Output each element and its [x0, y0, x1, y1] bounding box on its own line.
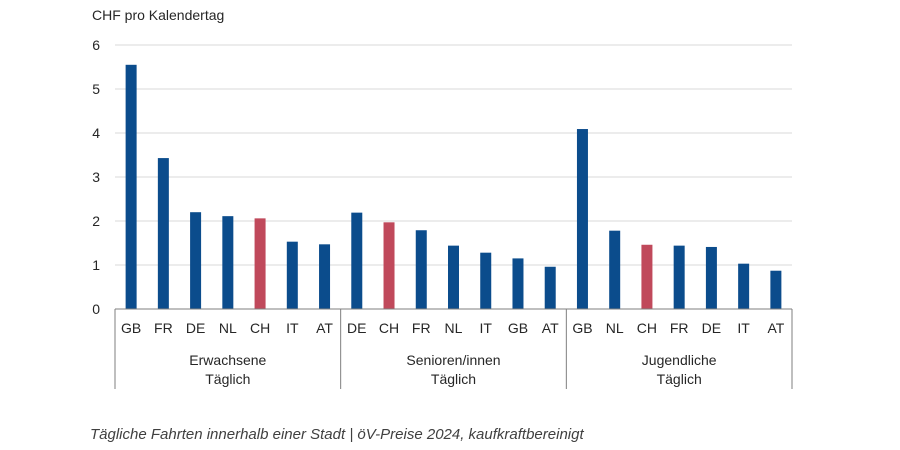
bar-nl [609, 230, 621, 309]
x-tick-label: GB [508, 320, 528, 336]
x-tick-label: FR [412, 320, 431, 336]
bar-ch [383, 222, 395, 309]
y-tick-label: 4 [92, 125, 100, 141]
x-tick-label: GB [572, 320, 592, 336]
x-tick-label: FR [670, 320, 689, 336]
bar-nl [222, 216, 234, 309]
bar-de [351, 212, 363, 309]
x-tick-label: CH [250, 320, 270, 336]
bar-gb [576, 129, 588, 309]
y-tick-label: 2 [92, 213, 100, 229]
x-tick-label: AT [767, 320, 784, 336]
bar-fr [157, 158, 169, 309]
y-tick-label: 3 [92, 169, 100, 185]
bar-at [770, 270, 782, 309]
group-label: Erwachsene [189, 352, 266, 368]
bar-de [190, 212, 202, 309]
x-tick-label: DE [702, 320, 721, 336]
bar-it [480, 252, 492, 309]
x-tick-label: NL [606, 320, 624, 336]
bar-ch [641, 244, 653, 309]
group-label: Jugendliche [642, 352, 717, 368]
bar-nl [448, 245, 459, 309]
y-axis-title: CHF pro Kalendertag [92, 7, 224, 23]
y-tick-label: 5 [92, 81, 100, 97]
x-tick-label: IT [480, 320, 493, 336]
y-tick-label: 6 [92, 37, 100, 53]
group-label: Senioren/innen [406, 352, 500, 368]
x-tick-label: NL [219, 320, 237, 336]
bar-fr [673, 245, 685, 309]
bar-gb [512, 258, 524, 309]
x-axis: GB FR DE NL CH IT AT Erwachsene Täglich DE CH FR NL I… [114, 308, 793, 389]
group-sublabel: Täglich [205, 371, 250, 387]
y-tick-label: 1 [92, 257, 100, 273]
group-sublabel: Täglich [657, 371, 702, 387]
x-tick-label: NL [445, 320, 463, 336]
x-tick-label: AT [316, 320, 333, 336]
bar-ch [254, 218, 266, 309]
x-tick-label: FR [154, 320, 173, 336]
bar-de [705, 246, 717, 309]
y-tick-label: 0 [92, 301, 100, 317]
bar-at [319, 244, 331, 309]
bars [125, 64, 782, 309]
x-tick-label: AT [542, 320, 559, 336]
x-tick-label: IT [737, 320, 750, 336]
bar-it [738, 263, 750, 309]
bar-it [286, 241, 298, 309]
x-tick-label: CH [379, 320, 399, 336]
x-tick-label: IT [286, 320, 299, 336]
bar-gb [125, 64, 137, 309]
y-axis-ticks: 0 1 2 3 4 5 6 [92, 37, 100, 317]
bar-fr [415, 230, 427, 309]
x-tick-label: GB [121, 320, 141, 336]
x-tick-label: CH [637, 320, 657, 336]
x-tick-label: DE [186, 320, 205, 336]
gridlines [115, 44, 792, 266]
group-sublabel: Täglich [431, 371, 476, 387]
bar-at [544, 266, 556, 309]
x-tick-label: DE [347, 320, 366, 336]
chart-caption: Tägliche Fahrten innerhalb einer Stadt |… [90, 426, 584, 443]
